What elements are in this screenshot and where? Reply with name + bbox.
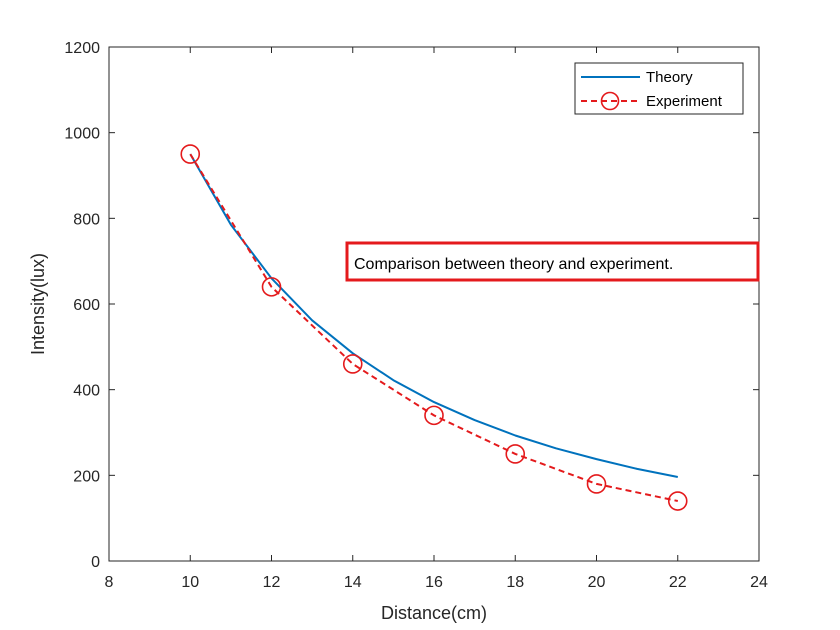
x-tick-label: 22 [669, 574, 687, 591]
x-axis-label: Distance(cm) [381, 603, 487, 623]
annotation-box [345, 241, 760, 282]
y-axis-label: Intensity(lux) [28, 253, 48, 355]
y-tick-label: 400 [73, 383, 100, 400]
legend-experiment-marker [600, 91, 620, 111]
x-tick-label: 10 [181, 574, 199, 591]
y-tick-label: 1000 [64, 126, 100, 143]
x-tick-label: 18 [506, 574, 524, 591]
experiment-point [667, 491, 688, 511]
experiment-point [505, 444, 526, 464]
y-tick-label: 600 [73, 297, 100, 314]
legend-theory-label: Theory [646, 69, 693, 86]
legend-experiment-label: Experiment [646, 93, 723, 110]
experiment-point [261, 277, 282, 297]
x-tick-label: 16 [425, 574, 443, 591]
x-tick-label: 24 [750, 574, 768, 591]
experiment-point [424, 405, 444, 426]
y-tick-label: 0 [91, 554, 100, 571]
x-tick-label: 20 [588, 574, 606, 591]
experiment-point [586, 474, 607, 494]
x-tick-label: 12 [263, 574, 281, 591]
series-experiment-line [189, 153, 679, 502]
plot-area [108, 46, 760, 562]
y-tick-label: 800 [73, 211, 100, 228]
x-tick-label: 14 [344, 574, 362, 591]
legend: Theory Experiment [574, 62, 744, 115]
experiment-point [342, 354, 363, 374]
y-tick-label: 1200 [64, 40, 100, 57]
x-tick-label: 8 [105, 574, 114, 591]
annotation-text: Comparison between theory and experiment… [354, 256, 673, 273]
experiment-point [180, 144, 201, 164]
axis-ticks: 8 10 12 14 16 18 20 22 24 0 200 400 600 800 1000 1200 [64, 40, 768, 591]
annotation: Comparison between theory and experiment… [345, 241, 760, 282]
series-layer [180, 144, 688, 511]
y-tick-label: 200 [73, 468, 100, 485]
